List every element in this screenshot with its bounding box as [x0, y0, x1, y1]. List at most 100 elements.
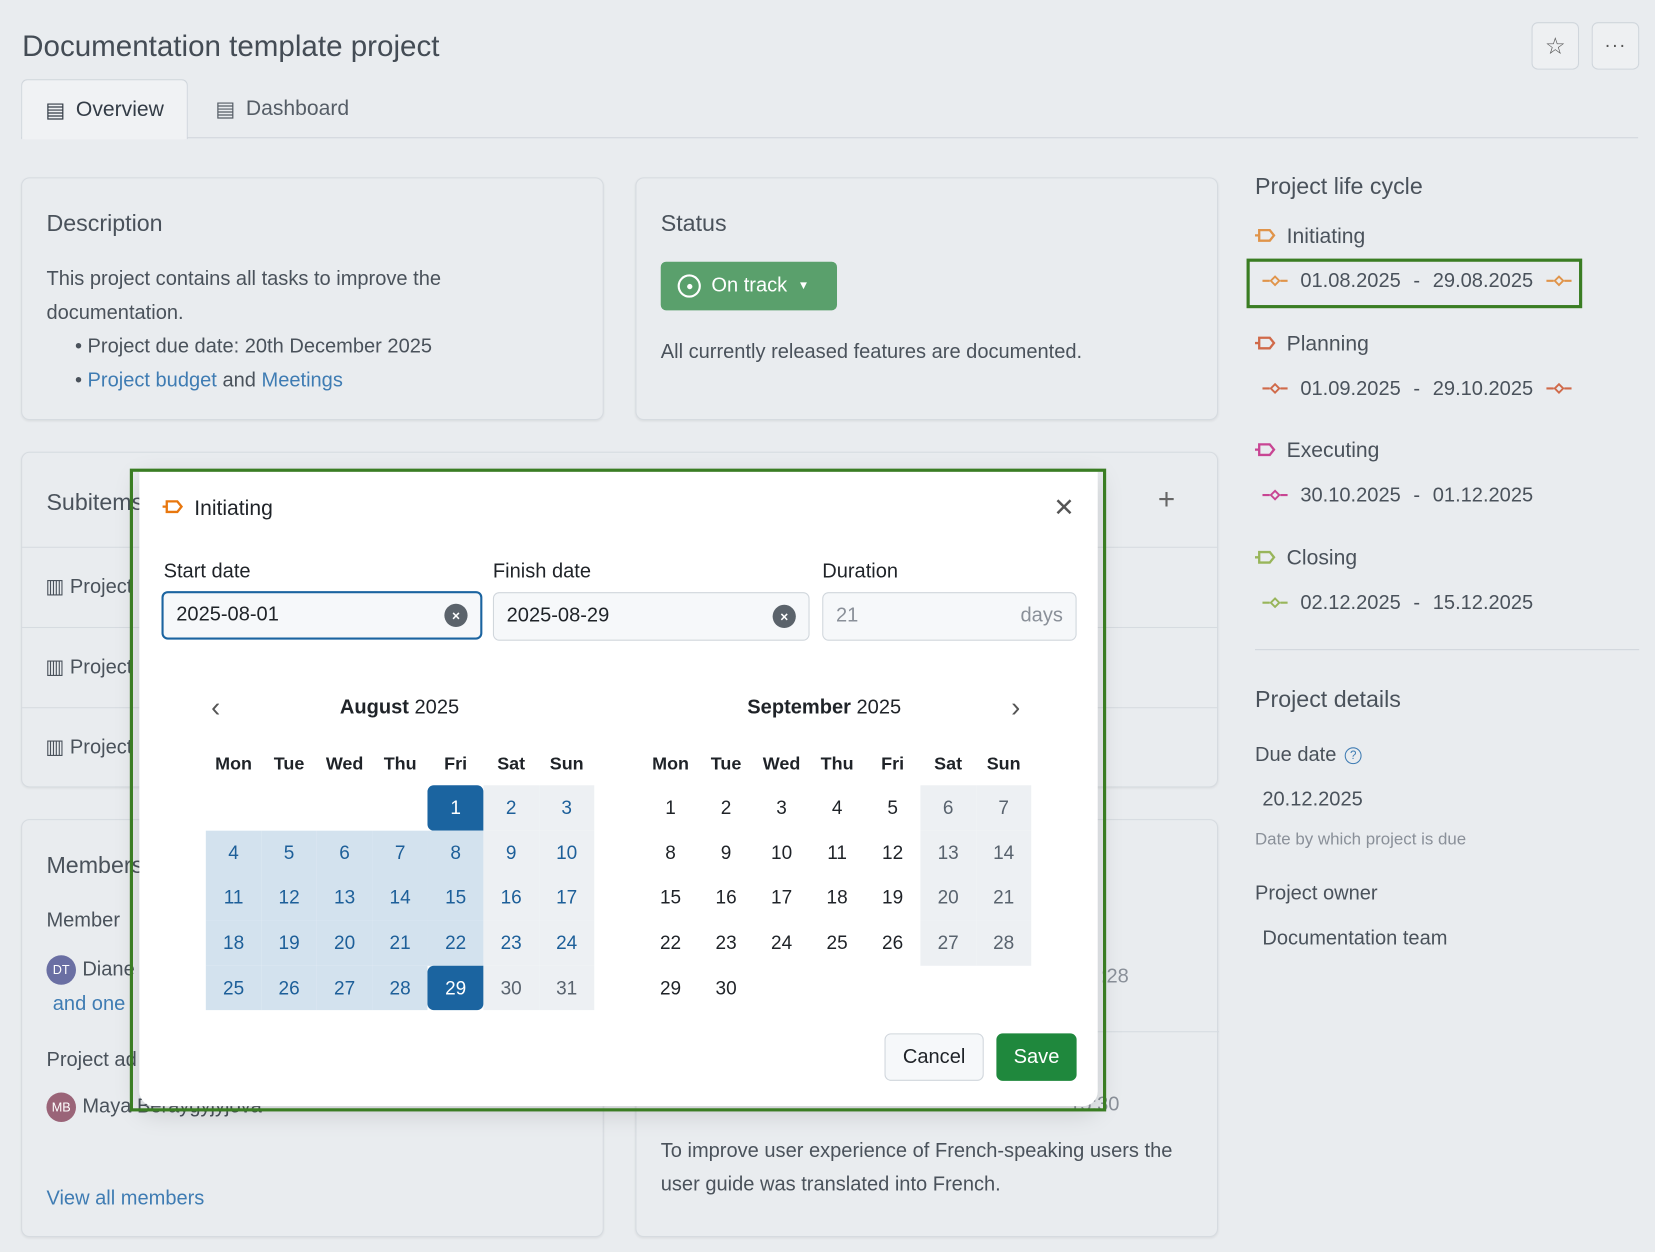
- calendar-day[interactable]: 23: [715, 931, 737, 954]
- calendar-day[interactable]: 27: [316, 965, 373, 1011]
- view-all-members-link[interactable]: View all members: [46, 1187, 205, 1210]
- calendar-day[interactable]: 24: [538, 920, 595, 966]
- calendar-day[interactable]: 4: [831, 796, 843, 818]
- calendar-day[interactable]: 6: [316, 830, 373, 876]
- calendar-day[interactable]: 8: [427, 830, 484, 876]
- calendar-day[interactable]: 2: [720, 796, 732, 818]
- calendar-day[interactable]: 15: [427, 875, 484, 921]
- more-members-link[interactable]: and one: [52, 993, 126, 1016]
- calendar-day[interactable]: 26: [261, 965, 317, 1011]
- phase-dates[interactable]: 02.12.2025-15.12.2025: [1262, 592, 1533, 615]
- calendar-day[interactable]: 19: [882, 886, 904, 908]
- status-dropdown[interactable]: On track ▼: [660, 261, 838, 311]
- start-date-input[interactable]: 2025-08-01 ×: [161, 591, 483, 640]
- due-date-value[interactable]: 20.12.2025: [1262, 788, 1363, 811]
- calendar-day[interactable]: 14: [975, 830, 1032, 876]
- calendar-day[interactable]: 19: [261, 920, 317, 966]
- calendar-day[interactable]: 17: [538, 875, 595, 921]
- calendar-day[interactable]: 25: [826, 931, 848, 954]
- calendar-day[interactable]: 20: [920, 875, 976, 921]
- cancel-button[interactable]: Cancel: [884, 1033, 984, 1081]
- calendar-day[interactable]: 6: [920, 785, 976, 831]
- calendar-day[interactable]: 3: [776, 796, 787, 818]
- calendar-day[interactable]: 25: [205, 965, 262, 1011]
- calendar-day[interactable]: 10: [538, 830, 595, 876]
- calendar-day[interactable]: 16: [715, 886, 737, 908]
- owner-value[interactable]: Documentation team: [1262, 927, 1448, 950]
- previous-month-icon[interactable]: ‹: [211, 691, 221, 724]
- calendar-day[interactable]: 17: [771, 886, 793, 908]
- meetings-link[interactable]: Meetings: [261, 369, 343, 392]
- calendar-day-selected[interactable]: 1: [427, 785, 484, 831]
- calendar-day[interactable]: 30: [715, 977, 737, 999]
- project-budget-link[interactable]: Project budget: [87, 369, 217, 392]
- calendar-day[interactable]: 1: [665, 796, 676, 818]
- calendar-day[interactable]: 9: [720, 841, 732, 863]
- calendar-day[interactable]: 30: [483, 965, 539, 1011]
- calendar-day[interactable]: 14: [372, 875, 428, 921]
- phase-icon: [1254, 225, 1278, 249]
- save-button[interactable]: Save: [996, 1033, 1077, 1081]
- calendar-day[interactable]: 21: [372, 920, 428, 966]
- calendar-day[interactable]: 18: [826, 886, 848, 908]
- calendar-day[interactable]: 16: [483, 875, 539, 921]
- calendar-day[interactable]: 18: [205, 920, 262, 966]
- calendar-day-selected[interactable]: 29: [427, 965, 484, 1011]
- calendar-day[interactable]: 22: [427, 920, 484, 966]
- clear-icon[interactable]: ×: [772, 604, 796, 629]
- close-icon[interactable]: ✕: [1053, 493, 1075, 523]
- calendar-day[interactable]: 20: [316, 920, 373, 966]
- finish-date-input[interactable]: 2025-08-29 ×: [492, 592, 810, 641]
- calendar-day[interactable]: 4: [205, 830, 262, 876]
- calendar-day[interactable]: 7: [975, 785, 1032, 831]
- tab-overview[interactable]: ▤ Overview: [21, 79, 189, 140]
- calendar-day[interactable]: 3: [538, 785, 595, 831]
- calendar-day[interactable]: 24: [771, 931, 793, 954]
- calendar-day[interactable]: 11: [205, 875, 262, 921]
- page-title: Documentation template project: [22, 29, 440, 63]
- admin-label: Project ad: [46, 1049, 137, 1072]
- calendar-day[interactable]: 21: [975, 875, 1032, 921]
- calendar-day[interactable]: 12: [882, 841, 904, 863]
- dialog-header: Initiating: [162, 497, 273, 521]
- calendar-day[interactable]: 7: [372, 830, 428, 876]
- calendar-day[interactable]: 31: [538, 965, 595, 1011]
- clear-icon[interactable]: ×: [444, 603, 468, 627]
- calendar-day[interactable]: 15: [659, 886, 682, 908]
- duration-label: Duration: [822, 560, 899, 583]
- calendar-day[interactable]: 2: [483, 785, 539, 831]
- phase-end: 29.10.2025: [1432, 377, 1534, 400]
- phase-dates[interactable]: 01.08.2025-29.08.2025: [1262, 270, 1572, 293]
- calendar-day[interactable]: 12: [261, 875, 317, 921]
- help-icon[interactable]: ?: [1344, 747, 1362, 765]
- next-month-icon[interactable]: ›: [1011, 691, 1021, 724]
- status-title: Status: [660, 210, 727, 237]
- subitems-title: Subitems: [46, 488, 144, 516]
- calendar-day[interactable]: 5: [261, 830, 317, 876]
- calendar-day[interactable]: 23: [483, 920, 539, 966]
- favorite-button[interactable]: ☆: [1531, 22, 1580, 70]
- member-entry[interactable]: DT Diane: [46, 953, 135, 987]
- description-card: Description This project contains all ta…: [21, 177, 604, 421]
- weekday-label: Tue: [273, 753, 305, 774]
- calendar-day[interactable]: 28: [975, 920, 1032, 966]
- phase-dates[interactable]: 01.09.2025-29.10.2025: [1262, 377, 1572, 400]
- calendar-day[interactable]: 9: [483, 830, 539, 876]
- calendar-day[interactable]: 11: [827, 841, 847, 863]
- calendar-day[interactable]: 8: [665, 841, 676, 863]
- description-bullet: • Project due date: 20th December 2025: [74, 335, 433, 358]
- calendar-day[interactable]: 27: [920, 920, 976, 966]
- calendar-day[interactable]: 10: [771, 841, 793, 863]
- calendar-day[interactable]: 5: [887, 796, 898, 818]
- calendar-day[interactable]: 28: [372, 965, 428, 1011]
- calendar-day[interactable]: 22: [659, 931, 682, 954]
- more-button[interactable]: ···: [1591, 22, 1640, 70]
- calendar-day[interactable]: 13: [316, 875, 373, 921]
- phase-dates[interactable]: 30.10.2025-01.12.2025: [1262, 484, 1533, 507]
- calendar-day[interactable]: 26: [882, 931, 904, 954]
- add-subitem-icon[interactable]: +: [1157, 482, 1176, 516]
- duration-input[interactable]: 21 days: [822, 592, 1077, 641]
- tab-dashboard[interactable]: ▤ Dashboard: [192, 79, 372, 138]
- calendar-day[interactable]: 13: [920, 830, 976, 876]
- calendar-day[interactable]: 29: [659, 977, 682, 999]
